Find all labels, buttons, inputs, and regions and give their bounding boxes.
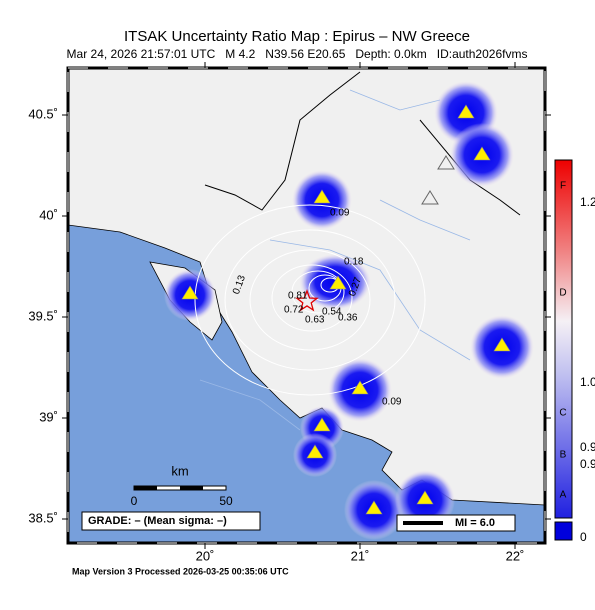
grade: GRADE: – (Mean sigma: –) [88,515,227,527]
map-frame [66,66,547,545]
grade-letter: F [560,181,566,192]
contour-label: 0.72 [284,305,304,316]
contour-label: 0.18 [344,257,364,268]
stations [181,104,511,515]
lon-tick-label: 21˚ [351,548,370,563]
grade-letter: C [559,408,566,419]
lat-tick-label: 40˚ [39,207,58,222]
colorbar-ramp [554,159,573,519]
footer: Map Version 3 Processed 2026-03-25 00:35… [72,566,289,576]
contour-label: 0.63 [305,315,325,326]
contour-label: 0.09 [382,397,402,408]
grade-box [81,511,261,531]
title: ITSAK Uncertainty Ratio Map : Epirus – N… [124,28,470,45]
lat-tick-label: 39˚ [39,409,58,424]
lat-tick-label: 40.5˚ [28,106,58,121]
grade-letter: B [560,450,567,461]
lon-tick-label: 22˚ [506,548,525,563]
lat-tick-label: 39.5˚ [28,308,58,323]
scale-bar: km 0 50 [131,463,233,508]
scale-unit: km [171,463,188,478]
contour-label: 0.09 [330,208,350,219]
epicenter [295,289,319,312]
rivers [199,89,471,431]
grade-letter: A [560,490,567,501]
inactive-stations [421,155,455,205]
contour-label: 0.36 [338,313,358,324]
grade-letter: D [559,288,566,299]
colorbar-label: 0 [580,530,587,544]
scale-label: 0 [131,494,138,508]
colorbar-label: 1.2 [580,195,595,209]
axis-ticks: 40.5˚ 40˚ 39.5˚ 39˚ 38.5˚ 20˚ 21˚ 22˚ [28,62,551,563]
contour-label: 0.81 [288,291,308,302]
legend-mi: MI = 6.0 [455,517,495,529]
map-body: 0.09 0.18 0.13 0.81 0.72 0.63 0.54 0.36 … [68,68,545,543]
subtitle: Mar 24, 2026 21:57:01 UTC M 4.2 N39.56 E… [67,47,528,61]
lat-tick-label: 38.5˚ [28,510,58,525]
legend-box [396,514,516,532]
colorbar: F D C B A 1.2 1.0 0.9 0.9 0 [554,159,595,544]
colorbar-label: 0.9 [580,440,595,454]
contour-label: 0.54 [322,307,342,318]
lon-tick-label: 20˚ [196,548,215,563]
border [204,71,521,216]
colorbar-label: 1.0 [580,375,595,389]
contours [194,204,426,396]
legend-line [403,521,443,525]
colorbar-label: 0.9 [580,457,595,471]
colorbar-zero [554,521,573,541]
scale-label: 50 [219,494,233,508]
